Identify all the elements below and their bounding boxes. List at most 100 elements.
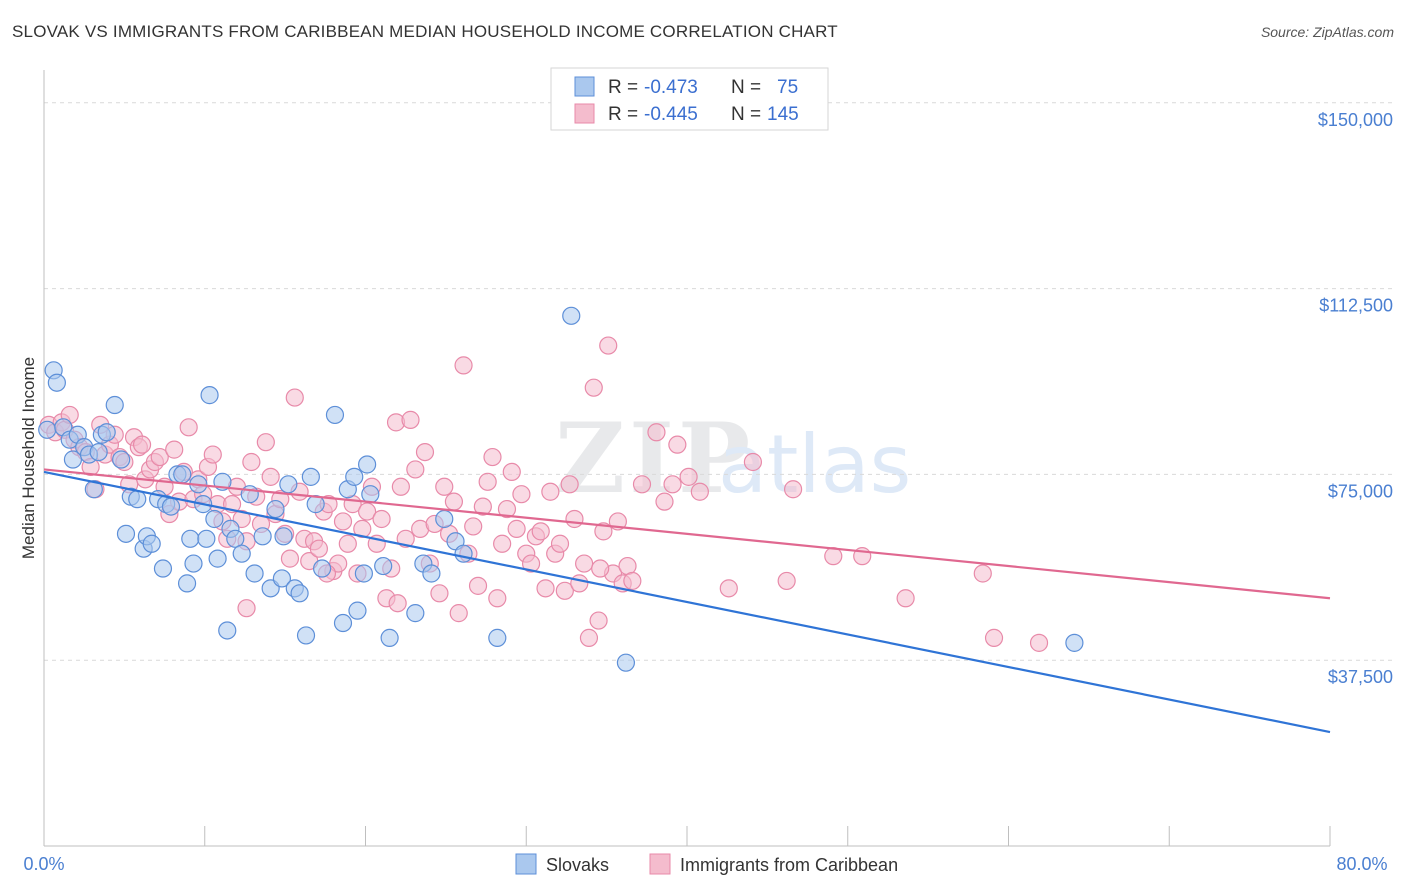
slovak-point	[208, 549, 227, 568]
caribbean-point	[406, 460, 425, 479]
caribbean-point	[521, 554, 541, 573]
slovak-point	[454, 544, 473, 563]
slovak-point	[112, 450, 131, 469]
caribbean-point	[483, 447, 502, 467]
caribbean-point	[473, 497, 492, 516]
slovak-point	[142, 534, 161, 553]
caribbean-point	[743, 452, 763, 472]
caribbean-point	[132, 435, 152, 454]
caribbean-point	[575, 554, 594, 573]
slovak-point	[97, 423, 116, 442]
caribbean-point	[237, 599, 256, 618]
caribbean-point	[599, 336, 618, 355]
caribbean-point	[550, 534, 570, 553]
bottom-legend-slovaks: Slovaks	[546, 855, 609, 875]
slovak-point	[380, 628, 399, 647]
legend-box	[550, 67, 829, 131]
legend-n-value: 145	[767, 104, 799, 125]
caribbean-point	[256, 433, 275, 452]
x-axis-ticks	[43, 826, 1331, 846]
slovak-point	[279, 475, 298, 494]
slovak-point	[266, 499, 285, 519]
y-axis-label: Median Household Income	[19, 357, 38, 559]
caribbean-point	[285, 388, 304, 407]
caribbean-point	[449, 604, 468, 623]
slovak-point	[301, 467, 320, 486]
caribbean-point	[415, 442, 435, 462]
legend-r-value: -0.473	[644, 77, 698, 98]
caribbean-point	[179, 418, 198, 437]
caribbean-point	[507, 519, 526, 538]
caribbean-point	[719, 579, 738, 598]
slovak-point	[253, 527, 272, 546]
y-axis-tick-labels: $37,500 $75,000 $112,500 $150,000	[1318, 110, 1393, 687]
caribbean-point	[663, 475, 682, 494]
bottom-legend-swatch-caribbean	[649, 853, 671, 875]
caribbean-point	[372, 509, 391, 529]
slovak-point	[161, 497, 181, 516]
bottom-legend-swatch-slovaks	[515, 853, 537, 875]
caribbean-point	[632, 475, 652, 494]
chart-title: SLOVAK VS IMMIGRANTS FROM CARIBBEAN MEDI…	[12, 22, 838, 41]
caribbean-point	[777, 571, 796, 591]
trend-lines	[43, 468, 1331, 734]
slovak-point	[406, 604, 425, 623]
caribbean-point	[584, 378, 603, 397]
slovak-point	[348, 601, 367, 620]
caribbean-point	[589, 611, 608, 630]
y-tick-label: $112,500	[1319, 296, 1393, 316]
slovak-point	[84, 480, 103, 499]
slovak-point	[205, 509, 224, 529]
slovak-point	[218, 621, 237, 640]
caribbean-point	[560, 475, 579, 494]
slovak-point	[245, 564, 264, 583]
y-tick-label: $150,000	[1318, 110, 1393, 130]
caribbean-point	[388, 594, 407, 613]
legend-swatch-caribbean	[574, 103, 595, 124]
caribbean-point	[655, 492, 674, 511]
caribbean-point	[468, 576, 488, 595]
slovak-point	[374, 556, 393, 576]
caribbean-point	[579, 628, 599, 647]
caribbean-point	[338, 534, 357, 553]
slovak-point	[435, 509, 454, 529]
caribbean-point	[565, 509, 584, 529]
caribbean-point	[150, 447, 169, 467]
bottom-legend: Slovaks Immigrants from Caribbean	[515, 853, 898, 875]
caribbean-point	[464, 517, 483, 536]
slovak-point	[173, 465, 192, 484]
legend-swatch-slovaks	[574, 76, 595, 97]
slovak-point	[333, 613, 353, 633]
caribbean-point	[444, 492, 464, 511]
caribbean-point	[280, 549, 300, 568]
caribbean-point	[261, 467, 280, 486]
caribbean-point	[536, 579, 555, 598]
caribbean-point	[493, 534, 512, 553]
slovak-point	[177, 574, 197, 593]
caribbean-point	[488, 589, 507, 608]
slovak-point	[274, 527, 293, 546]
slovak-point	[358, 455, 377, 474]
caribbean-point	[668, 435, 687, 454]
slovak-point	[290, 584, 309, 603]
slovak-point	[197, 529, 216, 548]
caribbean-point	[396, 529, 415, 548]
slovak-point	[422, 564, 441, 583]
slovak-point	[200, 386, 219, 405]
slovak-point	[105, 395, 124, 415]
slovak-point	[153, 559, 173, 578]
caribbean-point	[497, 499, 517, 519]
slovak-point	[128, 490, 147, 509]
caribbean-point	[555, 581, 574, 600]
slovak-point	[312, 559, 332, 578]
legend: R = -0.473 N = 75 R = -0.445 N = 145	[550, 67, 829, 131]
caribbean-point	[984, 628, 1004, 647]
caribbean-point	[973, 564, 992, 583]
caribbean-point	[679, 467, 698, 486]
caribbean-point	[358, 502, 377, 521]
caribbean-point	[309, 539, 328, 558]
slovak-point	[89, 442, 108, 462]
slovak-point	[47, 373, 66, 392]
caribbean-point	[531, 522, 550, 541]
